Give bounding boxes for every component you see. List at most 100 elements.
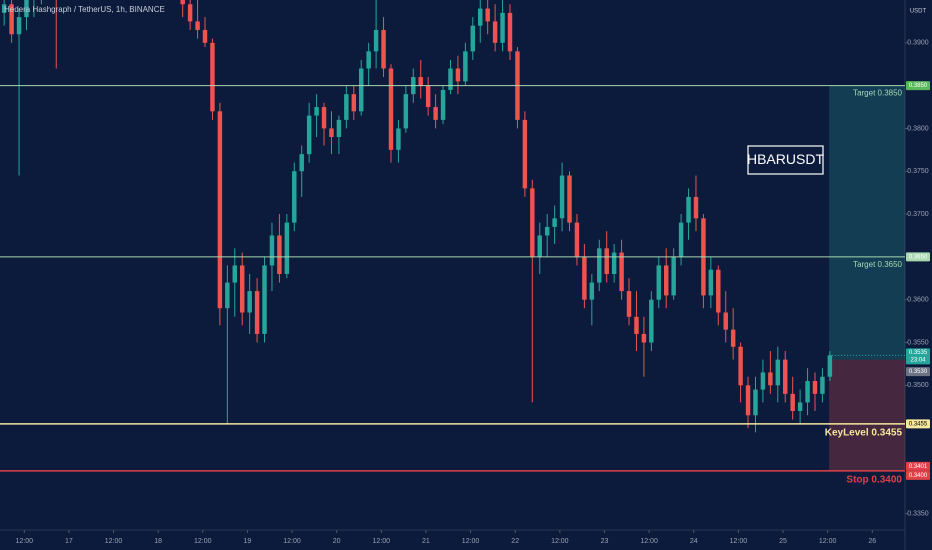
x-tick-label: 12:00 bbox=[283, 538, 301, 545]
symbol-box bbox=[747, 145, 824, 175]
price-badge-label: 0.3850 bbox=[909, 83, 928, 89]
y-tick-label: 0.3800 bbox=[907, 125, 929, 132]
candle-body bbox=[366, 51, 371, 69]
x-tick-label: 20 bbox=[333, 538, 341, 545]
candle-body bbox=[381, 29, 386, 69]
x-tick-label: 12:00 bbox=[551, 538, 569, 545]
candle-body bbox=[805, 381, 810, 403]
candle-body bbox=[530, 188, 535, 257]
candle-body bbox=[448, 68, 453, 90]
price-badge-label: 0.3400 bbox=[909, 473, 928, 479]
candle-body bbox=[678, 222, 684, 257]
candle-body bbox=[708, 269, 714, 296]
candle-body bbox=[745, 385, 751, 416]
candle-body bbox=[16, 17, 22, 35]
candle-body bbox=[269, 235, 275, 266]
candle-body bbox=[396, 128, 401, 150]
candle-body bbox=[180, 0, 185, 5]
candle-body bbox=[686, 196, 691, 223]
candle-body bbox=[403, 94, 409, 129]
x-tick-label: 12:00 bbox=[819, 538, 837, 545]
candle-body bbox=[663, 265, 669, 296]
countdown-label: 23:04 bbox=[910, 357, 926, 363]
candle-body bbox=[485, 8, 490, 22]
y-tick-label: 0.3900 bbox=[907, 40, 929, 47]
candle-body bbox=[716, 269, 721, 313]
last-price-label: 0.3535 bbox=[909, 350, 928, 356]
candle-body bbox=[314, 107, 319, 116]
candle-body bbox=[597, 248, 602, 283]
y-tick-label: 0.3500 bbox=[907, 382, 929, 389]
x-tick-label: 17 bbox=[65, 538, 73, 545]
x-tick-label: 26 bbox=[868, 538, 876, 545]
candle-body bbox=[730, 329, 736, 347]
candle-body bbox=[1, 4, 7, 13]
candle-body bbox=[790, 393, 795, 411]
candle-body bbox=[574, 222, 580, 257]
x-tick-label: 12:00 bbox=[105, 538, 123, 545]
candle-body bbox=[277, 235, 282, 274]
candle-body bbox=[753, 389, 758, 416]
candle-body bbox=[336, 119, 342, 137]
candle-body bbox=[760, 372, 766, 390]
candle-body bbox=[797, 402, 803, 411]
level-label: Target 0.3650 bbox=[853, 260, 902, 269]
x-tick-label: 12:00 bbox=[640, 538, 658, 545]
candle-body bbox=[239, 265, 245, 313]
last-price-badge bbox=[906, 348, 930, 365]
candle-body bbox=[478, 8, 483, 26]
candle-body bbox=[425, 85, 431, 108]
candle-body bbox=[775, 359, 781, 386]
x-tick-label: 12:00 bbox=[730, 538, 748, 545]
x-tick-label: 22 bbox=[511, 538, 519, 545]
candle-body bbox=[225, 282, 230, 309]
candle-body bbox=[626, 291, 632, 317]
candle-body bbox=[9, 4, 14, 35]
candle-body bbox=[611, 252, 617, 274]
candle-body bbox=[656, 265, 662, 300]
candle-body bbox=[812, 381, 818, 394]
candle-body bbox=[202, 29, 208, 43]
candle-body bbox=[373, 29, 379, 52]
price-badge-label: 0.3650 bbox=[909, 254, 928, 260]
level-label: KeyLevel 0.3455 bbox=[825, 427, 903, 438]
currency: USDT bbox=[910, 9, 927, 15]
plot-area bbox=[1, 0, 905, 471]
candle-body bbox=[329, 128, 334, 137]
candle-body bbox=[24, 0, 29, 18]
candle-body bbox=[671, 256, 676, 296]
level-label: Target 0.3850 bbox=[853, 89, 902, 98]
candle-body bbox=[619, 252, 624, 292]
x-tick-label: 18 bbox=[154, 538, 162, 545]
candle-body bbox=[455, 68, 461, 82]
candle-body bbox=[470, 25, 476, 52]
x-tick-label: 12:00 bbox=[462, 538, 480, 545]
candle-body bbox=[217, 111, 223, 309]
candle-body bbox=[418, 77, 423, 86]
candle-body bbox=[537, 235, 542, 257]
y-tick-label: 0.3700 bbox=[907, 211, 929, 218]
candle-body bbox=[351, 94, 357, 112]
candle-body bbox=[522, 119, 528, 189]
candle-body bbox=[292, 171, 297, 223]
candle-body bbox=[195, 21, 200, 30]
candle-body bbox=[388, 68, 394, 150]
candle-body bbox=[187, 4, 193, 22]
x-tick-label: 23 bbox=[601, 538, 609, 545]
x-tick-label: 25 bbox=[779, 538, 787, 545]
candle-body bbox=[641, 333, 647, 343]
x-tick-label: 19 bbox=[244, 538, 252, 545]
candle-body bbox=[783, 359, 788, 394]
x-tick-label: 21 bbox=[422, 538, 430, 545]
candle-body bbox=[232, 265, 237, 283]
price-badge bbox=[906, 419, 930, 429]
candle-body bbox=[634, 316, 639, 334]
candle-body bbox=[463, 51, 468, 82]
price-badge bbox=[906, 470, 930, 480]
x-tick-label: 12:00 bbox=[15, 538, 33, 545]
candle-body bbox=[567, 175, 572, 223]
candle-body bbox=[433, 107, 438, 120]
candle-body bbox=[768, 372, 773, 386]
y-tick-label: 0.3350 bbox=[907, 511, 929, 518]
